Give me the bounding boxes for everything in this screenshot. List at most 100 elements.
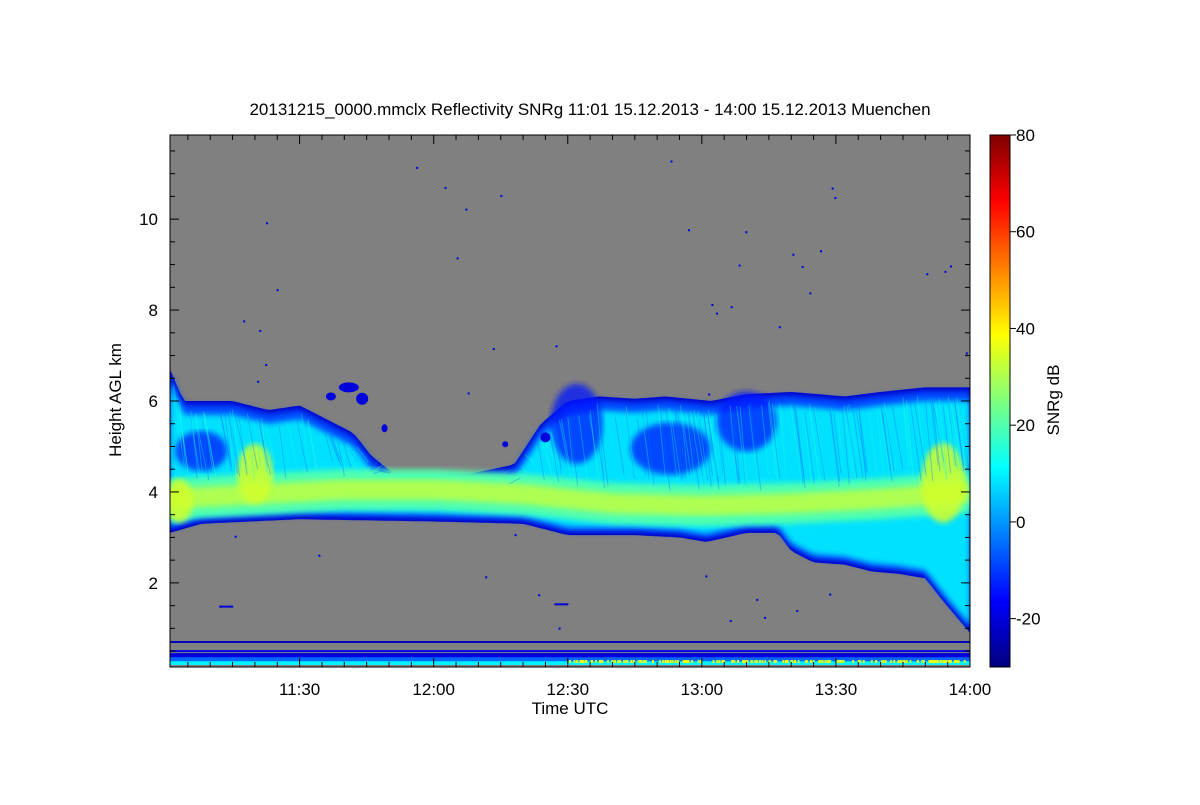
ground-clutter-speckle xyxy=(574,660,576,663)
ground-clutter-speckle xyxy=(825,660,827,663)
noise-speckle xyxy=(485,576,487,578)
ground-clutter-speckle xyxy=(917,660,919,663)
ground-clutter-speckle xyxy=(859,660,861,663)
noise-speckle xyxy=(944,271,946,273)
noise-speckle xyxy=(457,257,459,259)
cloud-weak-echo-region xyxy=(717,391,777,451)
noise-speckle xyxy=(556,345,558,347)
ground-clutter-speckle xyxy=(659,660,661,663)
noise-speckle xyxy=(500,195,502,197)
noise-speckle xyxy=(515,534,517,536)
ground-clutter-speckle xyxy=(786,660,788,663)
ground-clutter-speckle xyxy=(576,660,578,663)
colorbar-tick-label: 40 xyxy=(1016,319,1035,338)
noise-speckle xyxy=(266,222,268,224)
ground-clutter-speckle xyxy=(958,660,960,663)
y-tick-label: 6 xyxy=(149,392,158,411)
x-tick-label: 12:30 xyxy=(546,680,589,699)
ground-clutter-speckle xyxy=(645,660,647,663)
detached-echo-fragment xyxy=(356,393,368,405)
ground-clutter-speckle xyxy=(675,660,677,663)
ground-clutter-speckle xyxy=(614,660,616,663)
ground-clutter-speckle xyxy=(716,660,718,663)
noise-speckle xyxy=(779,326,781,328)
noise-speckle xyxy=(688,229,690,231)
colorbar-tick-label: 60 xyxy=(1016,223,1035,242)
ground-clutter-speckle xyxy=(794,660,796,663)
ground-clutter-line xyxy=(170,641,970,643)
ground-clutter-speckle xyxy=(818,660,820,663)
ground-clutter-line xyxy=(170,650,970,652)
ground-clutter-speckle xyxy=(672,660,674,663)
y-tick-label: 4 xyxy=(149,483,158,502)
ground-clutter-speckle xyxy=(619,660,621,663)
ground-clutter-speckle xyxy=(782,660,784,663)
noise-speckle xyxy=(468,392,470,394)
ground-clutter-speckle xyxy=(756,660,758,663)
ground-clutter-speckle xyxy=(774,660,776,663)
ground-clutter-speckle xyxy=(903,660,905,663)
x-tick-label: 13:00 xyxy=(681,680,724,699)
y-axis-label: Height AGL km xyxy=(106,343,125,457)
noise-speckle xyxy=(820,250,822,252)
ground-clutter-speckle xyxy=(691,660,693,663)
ground-clutter-speckle xyxy=(798,660,800,663)
noise-speckle xyxy=(809,292,811,294)
noise-speckle xyxy=(829,594,831,596)
ground-clutter-speckle xyxy=(731,660,733,663)
ground-clutter-speckle xyxy=(822,660,824,663)
ground-clutter-speckle xyxy=(937,660,939,663)
y-tick-label: 8 xyxy=(149,301,158,320)
ground-clutter-speckle xyxy=(669,660,671,663)
ground-clutter-speckle xyxy=(754,660,756,663)
ground-clutter-speckle xyxy=(638,660,640,663)
detached-echo-fragment xyxy=(502,441,508,447)
colorbar-tick-label: 20 xyxy=(1016,416,1035,435)
noise-speckle xyxy=(832,188,834,190)
ground-clutter-speckle xyxy=(712,660,714,663)
ground-clutter-speckle xyxy=(875,660,877,663)
ground-clutter-speckle xyxy=(956,660,958,663)
noise-speckle xyxy=(257,381,259,383)
ground-clutter-speckle xyxy=(840,660,842,663)
noise-speckle xyxy=(265,364,267,366)
ground-clutter-speckle xyxy=(964,660,966,663)
noise-speckle xyxy=(711,304,713,306)
ground-clutter-speckle xyxy=(950,660,952,663)
ground-clutter-speckle xyxy=(667,660,669,663)
ground-clutter-speckle xyxy=(599,660,601,663)
noise-speckle xyxy=(235,536,237,538)
ground-clutter-speckle xyxy=(909,660,911,663)
noise-speckle xyxy=(493,348,495,350)
ground-clutter-speckle xyxy=(744,660,746,663)
noise-speckle xyxy=(416,167,418,169)
y-tick-label: 2 xyxy=(149,574,158,593)
ground-clutter-speckle xyxy=(906,660,908,663)
ground-clutter-speckle xyxy=(810,660,812,663)
noise-speckle xyxy=(219,606,233,608)
ground-clutter-speckle xyxy=(751,660,753,663)
ground-clutter-speckle xyxy=(893,660,895,663)
chart-title: 20131215_0000.mmclx Reflectivity SNRg 11… xyxy=(249,100,930,119)
colorbar-tick-label: 0 xyxy=(1016,513,1025,532)
ground-clutter-speckle xyxy=(595,660,597,663)
ground-clutter-speckle xyxy=(940,660,942,663)
x-tick-label: 11:30 xyxy=(279,680,320,699)
noise-speckle xyxy=(708,394,710,396)
noise-speckle xyxy=(926,273,928,275)
colorbar-gradient xyxy=(990,135,1010,667)
noise-speckle xyxy=(731,306,733,308)
ground-clutter-speckle xyxy=(898,660,900,663)
ground-clutter-speckle xyxy=(881,660,883,663)
detached-echo-fragment xyxy=(382,424,388,432)
ground-clutter-speckle xyxy=(759,660,761,663)
ground-clutter-speckle xyxy=(885,660,887,663)
ground-clutter-speckle xyxy=(569,660,571,663)
noise-speckle xyxy=(792,254,794,256)
detached-echo-fragment xyxy=(540,432,550,442)
noise-speckle xyxy=(950,265,952,267)
noise-speckle xyxy=(670,161,672,163)
noise-speckle xyxy=(538,594,540,596)
